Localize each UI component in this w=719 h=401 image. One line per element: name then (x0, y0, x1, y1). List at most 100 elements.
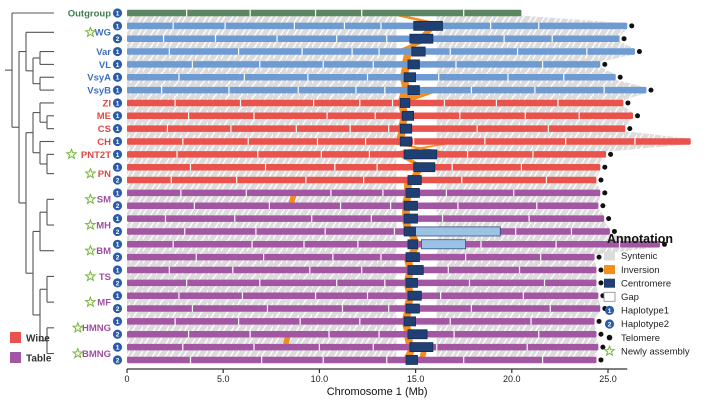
haplotype-number: 1 (116, 293, 120, 300)
gap-mark (507, 74, 509, 81)
newly-assembly-star-icon (84, 269, 97, 282)
centromere-box (405, 188, 420, 198)
gap-mark (164, 215, 167, 222)
chromosome-bar (127, 151, 607, 158)
newly-assembly-star-icon (84, 192, 97, 205)
haplotype-badge (112, 21, 123, 31)
legend-swatch-gap (603, 291, 616, 302)
gap-mark (495, 99, 498, 107)
taxon-label: BMNG (82, 349, 111, 360)
legend-label: Telomere (621, 333, 660, 344)
legend-swatch-newly-assembly (603, 344, 616, 357)
gap-mark (380, 22, 382, 30)
haplotype-number: 1 (116, 242, 120, 249)
haplotype-number: 1 (116, 75, 120, 82)
gap-mark (314, 9, 317, 17)
syntenic-ribbon-texture (127, 15, 628, 24)
gap-mark (463, 9, 465, 17)
syntenic-ribbon-texture (127, 259, 597, 268)
gap-mark (384, 86, 386, 94)
gap-mark (311, 215, 313, 222)
gap-mark (266, 305, 269, 312)
gap-mark (389, 202, 392, 209)
gap-mark (438, 74, 440, 81)
gap-mark (253, 343, 255, 351)
centromere-gap-break (396, 259, 437, 268)
gap-mark (443, 99, 446, 107)
syntenic-ribbon-texture (127, 28, 628, 37)
legend-label: Haplotype1 (621, 306, 669, 317)
telomere-dot (608, 151, 614, 157)
gap-mark (237, 48, 240, 55)
gap-mark (378, 48, 380, 55)
gap-mark (603, 86, 605, 94)
centromere-gap-break (396, 208, 437, 217)
gap-mark (461, 176, 463, 184)
legend-swatch-haplotype1 (604, 305, 615, 315)
gap-mark (178, 74, 180, 81)
gap-mark (334, 163, 336, 171)
gap-mark (476, 125, 478, 132)
legend-swatch-centromere (604, 278, 615, 288)
gap-mark (538, 22, 540, 30)
centromere-gap-break (396, 156, 437, 165)
legend-swatch-inversion (604, 265, 615, 275)
telomere-dot (598, 280, 604, 286)
gap-mark (263, 253, 265, 261)
gap-mark (534, 86, 536, 94)
gap-mark (174, 99, 176, 107)
centromere-box (405, 355, 418, 365)
haplotype-number: 1 (116, 23, 120, 30)
gap-mark (191, 61, 194, 68)
centromere-box (407, 175, 422, 185)
gap-mark (451, 163, 453, 171)
haplotype-badge (112, 342, 123, 352)
axis-tick-label: 15.0 (407, 374, 425, 384)
gap-mark (307, 74, 309, 81)
gap-mark (555, 241, 557, 248)
haplotype-number: 1 (116, 152, 120, 159)
telomere-dot (602, 190, 608, 196)
syntenic-ribbon-texture (127, 182, 601, 191)
centromere-box (403, 226, 416, 237)
gap-mark (372, 61, 374, 68)
newly-assembly-star-icon (71, 347, 84, 359)
gap-mark (516, 48, 519, 55)
syntenic-ribbon-texture (127, 41, 635, 49)
taxon-label: PNT2T (81, 150, 111, 161)
gap-mark (232, 266, 234, 274)
centromere-box (403, 200, 418, 211)
gap-mark (468, 279, 471, 287)
gap-mark (276, 35, 278, 42)
gap-mark (195, 253, 197, 261)
gap-mark (536, 202, 538, 209)
haplotype-badge (112, 98, 123, 108)
syntenic-ribbon-texture (127, 324, 597, 332)
gap-mark (182, 343, 184, 351)
gap-mark (447, 266, 449, 274)
chromosome-bar (127, 99, 624, 107)
gap-mark (189, 356, 192, 364)
centromere-box (407, 329, 428, 340)
haplotype-number: 2 (116, 36, 120, 43)
chromosome-bar (127, 61, 601, 68)
gap-mark (178, 292, 180, 299)
newly-assembly-star-icon (84, 218, 97, 231)
haplotype-number: 1 (116, 88, 120, 95)
gap-mark (557, 99, 559, 107)
centromere-gap-break (396, 79, 437, 88)
gap-mark (445, 189, 447, 197)
gap-mark (259, 279, 261, 287)
gap-mark (541, 61, 544, 68)
gap-mark (236, 176, 238, 184)
gap-mark (391, 99, 394, 107)
taxon-label: HMNG (82, 323, 111, 334)
haplotype-number: 1 (116, 319, 120, 326)
gap-mark (261, 356, 263, 364)
gap-mark (372, 343, 374, 351)
gap-mark (453, 331, 455, 338)
newly-assembly-star-icon (84, 25, 97, 38)
chromosome-bar (127, 74, 616, 81)
legend-label: Syntenic (621, 251, 658, 262)
legend-label: Inversion (621, 265, 660, 276)
